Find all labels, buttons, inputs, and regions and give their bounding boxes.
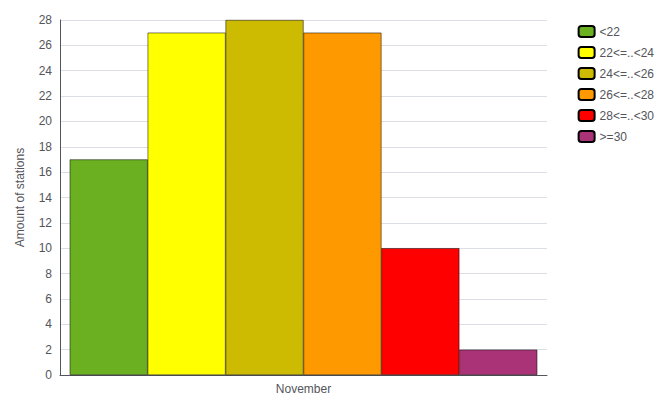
- svg-text:26<=..<28: 26<=..<28: [600, 88, 655, 102]
- svg-text:November: November: [276, 382, 331, 396]
- svg-text:6: 6: [45, 292, 52, 306]
- svg-text:10: 10: [39, 241, 53, 255]
- svg-text:26: 26: [39, 38, 53, 52]
- svg-text:4: 4: [45, 317, 52, 331]
- svg-text:14: 14: [39, 191, 53, 205]
- svg-text:22<=..<24: 22<=..<24: [600, 46, 655, 60]
- svg-text:2: 2: [45, 343, 52, 357]
- svg-text:24<=..<26: 24<=..<26: [600, 67, 655, 81]
- svg-text:>=30: >=30: [600, 130, 628, 144]
- svg-text:0: 0: [45, 368, 52, 382]
- svg-text:22: 22: [39, 89, 53, 103]
- svg-text:28<=..<30: 28<=..<30: [600, 109, 655, 123]
- svg-text:20: 20: [39, 114, 53, 128]
- svg-text:28: 28: [39, 13, 53, 27]
- svg-text:12: 12: [39, 216, 53, 230]
- svg-text:<22: <22: [600, 25, 621, 39]
- svg-text:Amount of stations: Amount of stations: [13, 148, 27, 247]
- svg-text:8: 8: [45, 267, 52, 281]
- svg-text:18: 18: [39, 140, 53, 154]
- svg-text:24: 24: [39, 64, 53, 78]
- svg-text:16: 16: [39, 165, 53, 179]
